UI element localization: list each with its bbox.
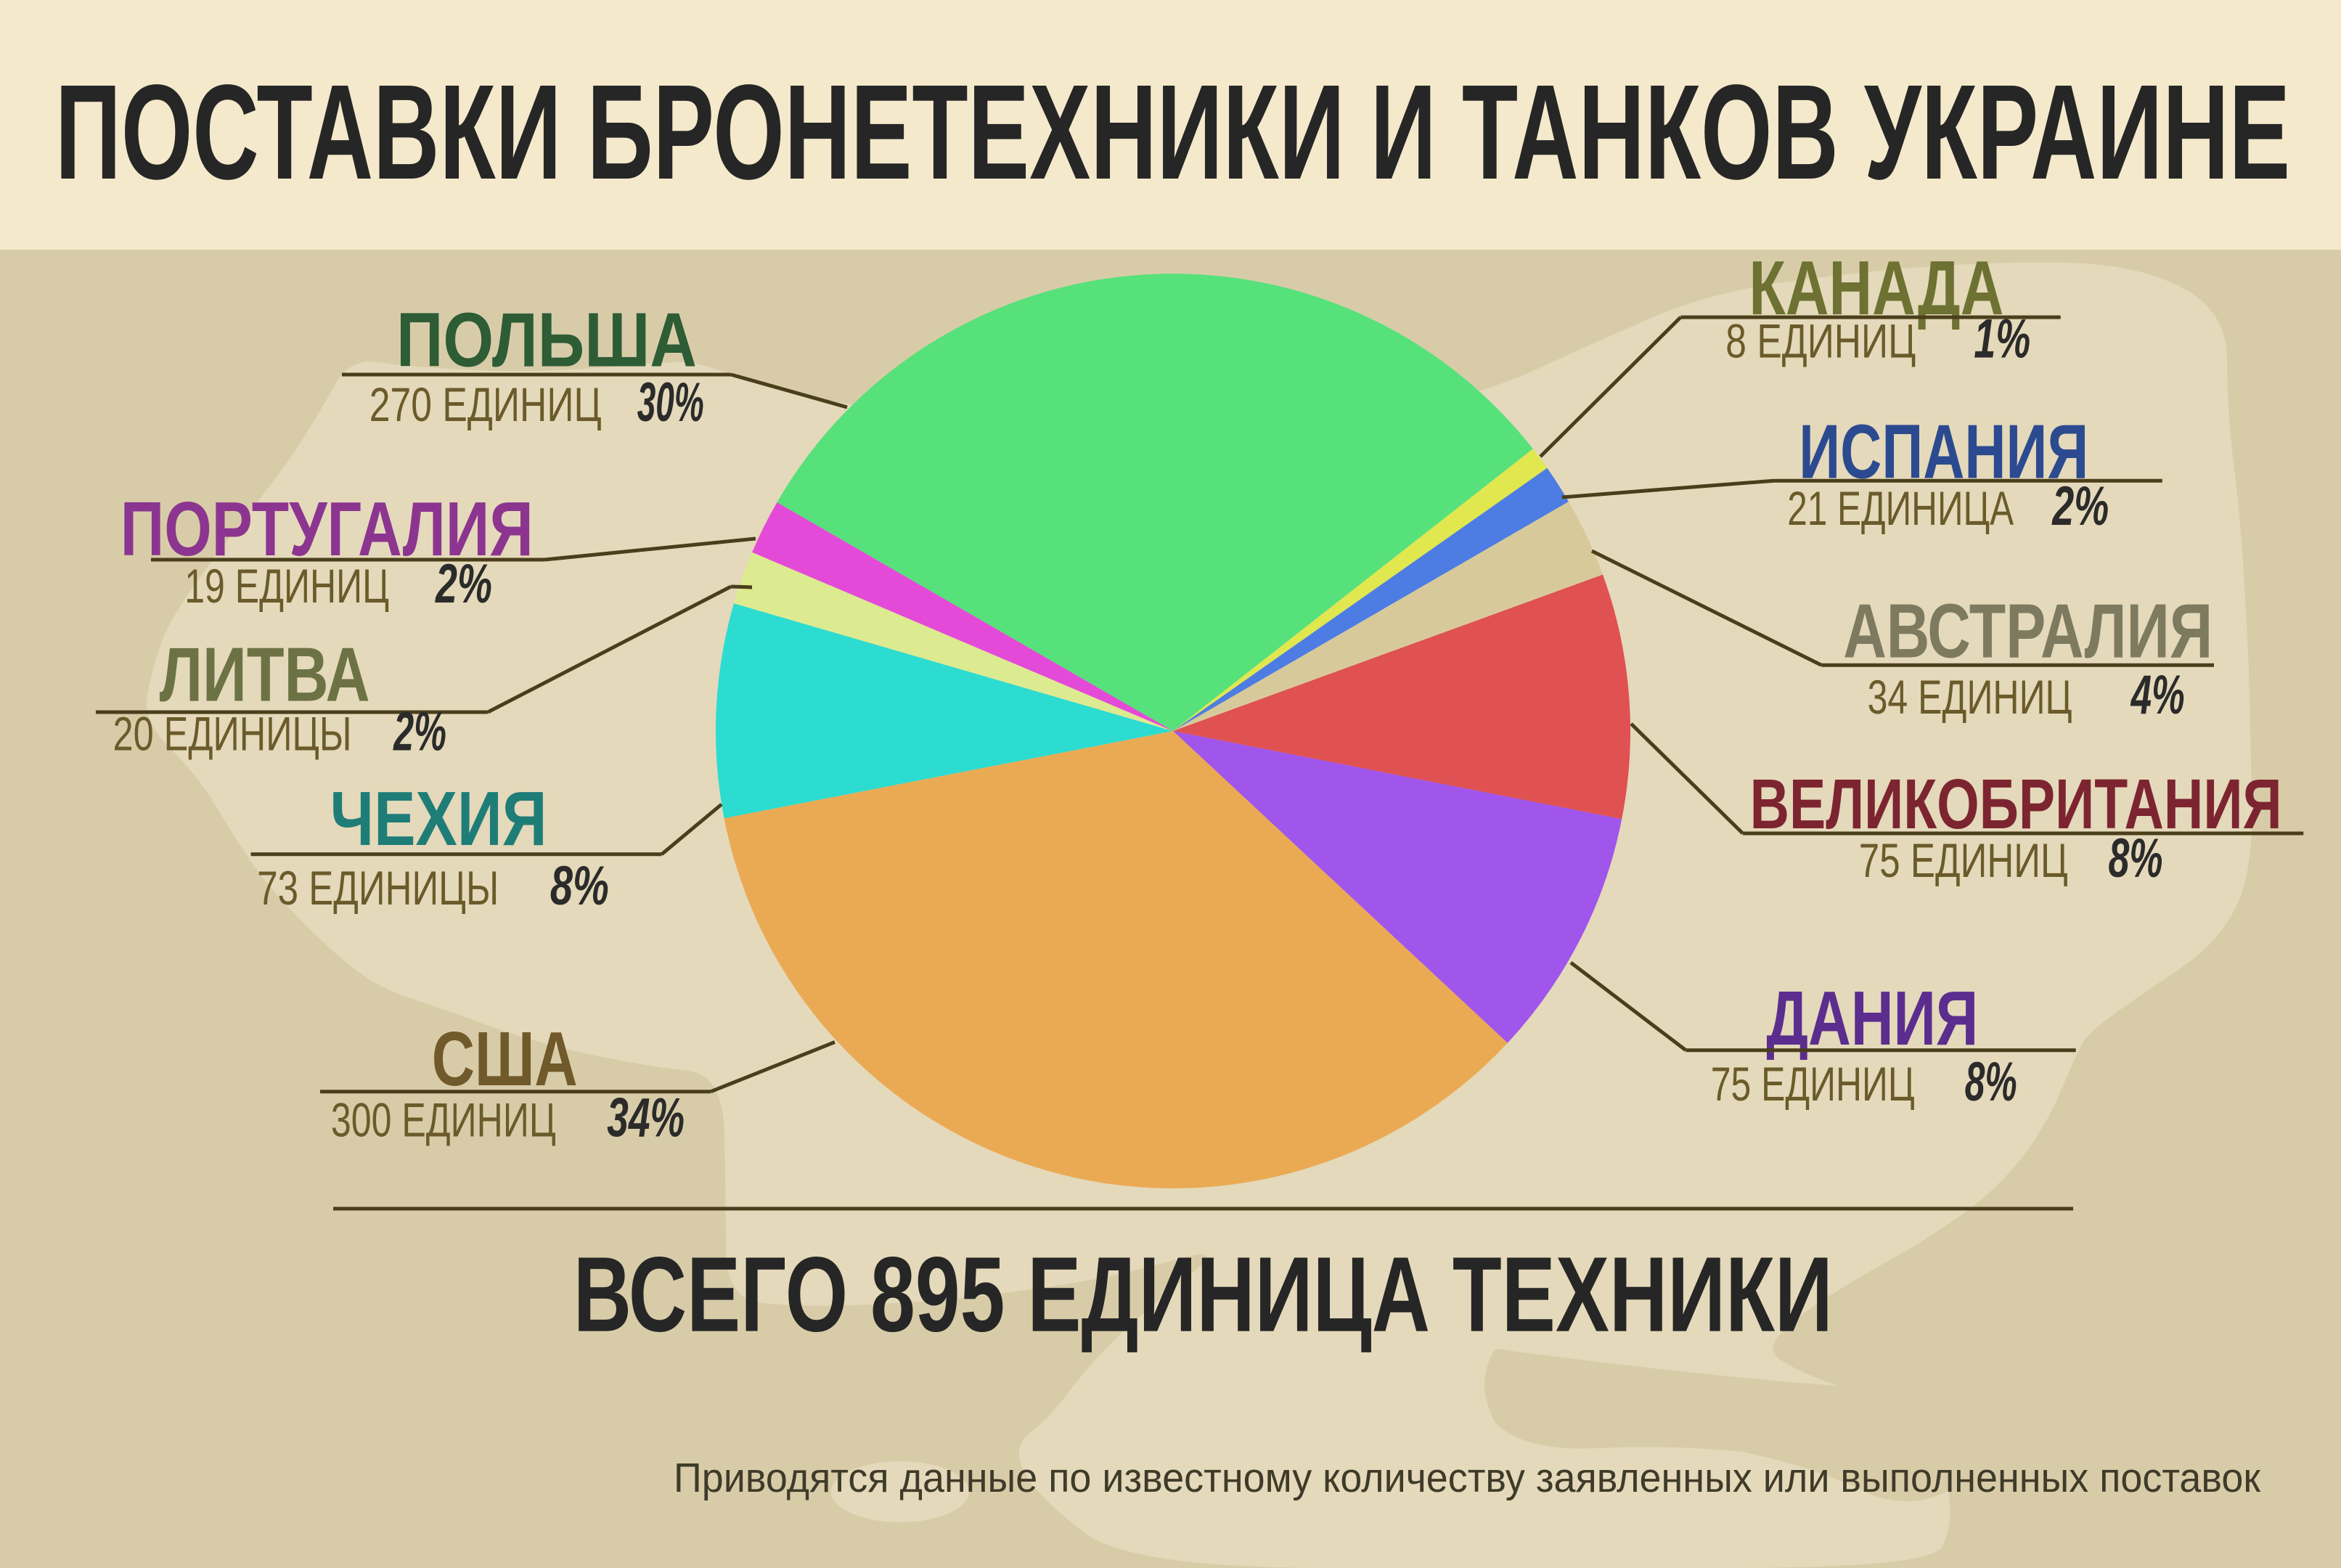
svg-text:75 ЕДИНИЦ: 75 ЕДИНИЦ bbox=[1859, 833, 2068, 887]
svg-text:ПОЛЬША: ПОЛЬША bbox=[396, 298, 697, 383]
svg-text:ЧЕХИЯ: ЧЕХИЯ bbox=[330, 776, 547, 862]
svg-text:ДАНИЯ: ДАНИЯ bbox=[1766, 976, 1978, 1061]
svg-text:8 ЕДИНИЦ: 8 ЕДИНИЦ bbox=[1725, 314, 1916, 367]
svg-text:2%: 2% bbox=[2051, 475, 2109, 537]
svg-text:США: США bbox=[432, 1016, 578, 1102]
svg-text:Приводятся данные по известном: Приводятся данные по известному количест… bbox=[674, 1455, 2261, 1501]
svg-text:АВСТРАЛИЯ: АВСТРАЛИЯ bbox=[1843, 589, 2213, 674]
svg-text:21 ЕДИНИЦА: 21 ЕДИНИЦА bbox=[1787, 481, 2014, 535]
svg-text:ВЕЛИКОБРИТАНИЯ: ВЕЛИКОБРИТАНИЯ bbox=[1750, 764, 2282, 844]
svg-text:8%: 8% bbox=[2109, 828, 2163, 889]
svg-text:75 ЕДИНИЦ: 75 ЕДИНИЦ bbox=[1711, 1057, 1915, 1111]
svg-text:8%: 8% bbox=[550, 855, 609, 917]
svg-text:1%: 1% bbox=[1974, 308, 2030, 369]
svg-text:270 ЕДИНИЦ: 270 ЕДИНИЦ bbox=[369, 377, 602, 431]
svg-text:ПОРТУГАЛИЯ: ПОРТУГАЛИЯ bbox=[120, 486, 534, 572]
svg-text:20 ЕДИНИЦЫ: 20 ЕДИНИЦЫ bbox=[113, 707, 352, 761]
svg-text:ПОСТАВКИ БРОНЕТЕХНИКИ И ТАНКОВ: ПОСТАВКИ БРОНЕТЕХНИКИ И ТАНКОВ УКРАИНЕ bbox=[55, 57, 2290, 208]
svg-text:300 ЕДИНИЦ: 300 ЕДИНИЦ bbox=[331, 1093, 556, 1147]
svg-text:34%: 34% bbox=[607, 1087, 685, 1149]
svg-text:ВСЕГО 895 ЕДИНИЦА ТЕХНИКИ: ВСЕГО 895 ЕДИНИЦА ТЕХНИКИ bbox=[573, 1236, 1833, 1355]
svg-text:8%: 8% bbox=[1965, 1051, 2017, 1113]
svg-text:30%: 30% bbox=[637, 372, 704, 433]
svg-text:2%: 2% bbox=[393, 701, 446, 763]
svg-text:2%: 2% bbox=[435, 553, 492, 615]
svg-text:73 ЕДИНИЦЫ: 73 ЕДИНИЦЫ bbox=[257, 861, 499, 915]
svg-text:19 ЕДИНИЦ: 19 ЕДИНИЦ bbox=[184, 559, 389, 613]
svg-text:34 ЕДИНИЦ: 34 ЕДИНИЦ bbox=[1868, 670, 2072, 724]
svg-text:4%: 4% bbox=[2130, 664, 2184, 726]
svg-text:ЛИТВА: ЛИТВА bbox=[160, 632, 370, 717]
